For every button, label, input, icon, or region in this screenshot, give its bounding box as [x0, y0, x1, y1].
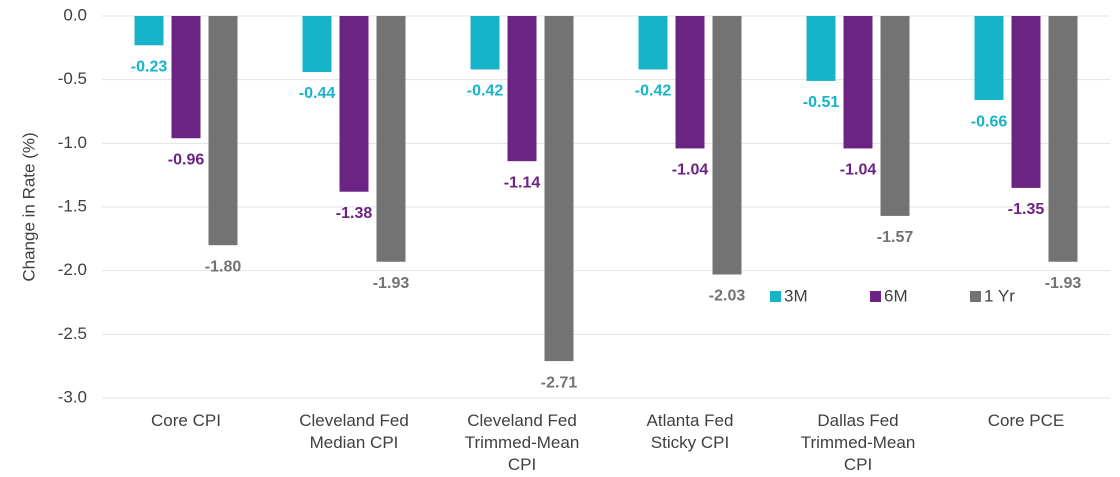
y-axis-title: Change in Rate (%) [19, 132, 38, 281]
bar [376, 16, 406, 262]
bar [302, 16, 332, 73]
legend-swatch [770, 291, 781, 302]
data-label: -1.04 [672, 162, 709, 179]
y-tick-label: -2.0 [58, 260, 87, 279]
bar [974, 16, 1004, 101]
bar [470, 16, 500, 70]
legend-label: 3M [784, 286, 808, 305]
data-label: -0.66 [971, 113, 1008, 130]
bar [843, 16, 873, 149]
x-tick-label: Dallas Fed Trimmed-Mean CPI [801, 411, 916, 474]
data-label: -1.80 [205, 258, 242, 275]
data-label: -0.44 [299, 85, 336, 102]
bar [806, 16, 836, 81]
data-label: -1.93 [1045, 275, 1082, 292]
data-label: -1.57 [877, 229, 914, 246]
data-label: -1.38 [336, 205, 373, 222]
y-tick-label: -0.5 [58, 69, 87, 88]
bar [638, 16, 668, 70]
bar [339, 16, 369, 192]
x-tick-label: Core PCE [988, 411, 1065, 430]
data-label: -0.42 [467, 83, 504, 100]
y-tick-label: -3.0 [58, 387, 87, 406]
data-label: -0.96 [168, 151, 205, 168]
data-label: -2.71 [541, 374, 578, 391]
data-label: -2.03 [709, 288, 746, 305]
bar [712, 16, 742, 275]
x-tick-label: Core CPI [151, 411, 221, 430]
y-tick-label: -1.5 [58, 196, 87, 215]
data-label: -0.23 [131, 59, 168, 76]
bar [675, 16, 705, 149]
bar [880, 16, 910, 216]
x-tick-label: Cleveland Fed Trimmed-Mean CPI [465, 411, 580, 474]
data-label: -1.14 [504, 174, 541, 191]
data-label: -0.51 [803, 94, 840, 111]
data-label: -0.42 [635, 83, 672, 100]
data-label: -1.35 [1008, 201, 1045, 218]
bar [134, 16, 164, 46]
y-tick-label: -2.5 [58, 324, 87, 343]
legend-label: 6M [884, 286, 908, 305]
bar [208, 16, 238, 246]
legend-label: 1 Yr [984, 286, 1015, 305]
bar [544, 16, 574, 362]
y-tick-label: -1.0 [58, 133, 87, 152]
legend-swatch [970, 291, 981, 302]
data-label: -1.93 [373, 275, 410, 292]
bar [1048, 16, 1078, 262]
legend-swatch [870, 291, 881, 302]
x-tick-label: Atlanta Fed Sticky CPI [647, 411, 734, 452]
data-label: -1.04 [840, 162, 877, 179]
bar [171, 16, 201, 139]
bar [1011, 16, 1041, 188]
bar [507, 16, 537, 162]
y-tick-label: 0.0 [63, 5, 87, 24]
x-tick-label: Cleveland Fed Median CPI [299, 411, 409, 452]
